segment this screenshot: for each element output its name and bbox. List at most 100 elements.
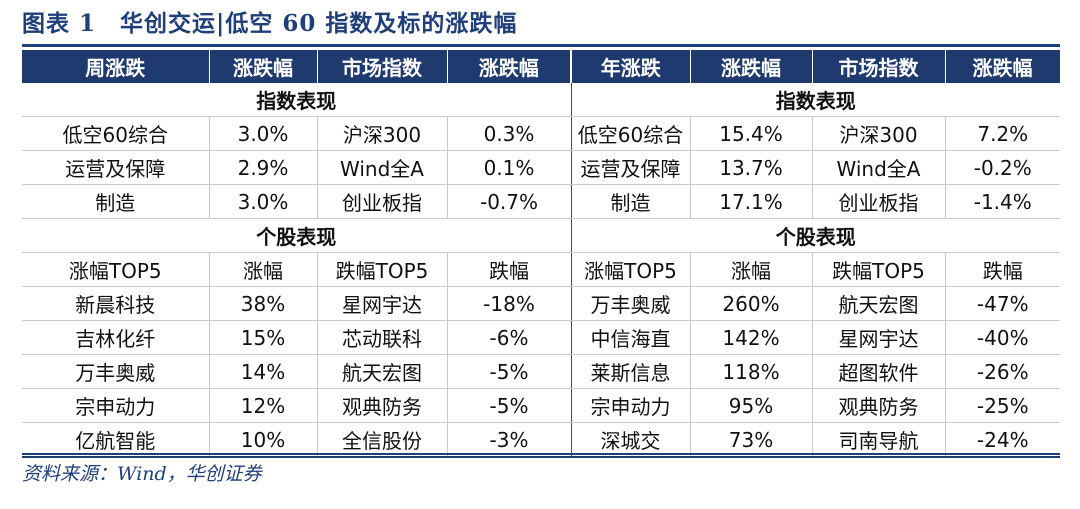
table-cell: 亿航智能 (22, 422, 210, 458)
subheader-cell: 跌幅 (447, 252, 572, 287)
table-cell: 运营及保障 (22, 150, 210, 185)
section-row-index: 指数表现 指数表现 (22, 83, 1060, 117)
table-cell: -25% (945, 388, 1060, 423)
table-cell: 创业板指 (317, 184, 448, 219)
table-cell: 莱斯信息 (571, 354, 691, 389)
subheader-cell: 涨幅TOP5 (571, 252, 691, 287)
header-row: 周涨跌 涨跌幅 市场指数 涨跌幅 年涨跌 涨跌幅 市场指数 涨跌幅 (22, 50, 1061, 83)
table-cell: Wind全A (317, 150, 448, 185)
title-rule (22, 44, 1060, 47)
table-cell: -47% (945, 286, 1060, 321)
table-cell: 12% (209, 388, 318, 423)
table-cell: 14% (209, 354, 318, 389)
subheader-cell: 跌幅 (945, 252, 1060, 287)
table-cell: -18% (447, 286, 572, 321)
table-cell: 吉林化纤 (22, 320, 210, 355)
table-cell: 万丰奥威 (571, 286, 691, 321)
table-cell: 142% (690, 320, 813, 355)
performance-table-container: 周涨跌 涨跌幅 市场指数 涨跌幅 年涨跌 涨跌幅 市场指数 涨跌幅 指数表现 指… (22, 50, 1061, 458)
table-cell: 超图软件 (812, 354, 946, 389)
table-cell: 15% (209, 320, 318, 355)
table-cell: Wind全A (812, 150, 946, 185)
table-cell: 深城交 (571, 422, 691, 458)
table-cell: 运营及保障 (571, 150, 691, 185)
source-rule (22, 453, 1060, 455)
subheader-cell: 涨幅 (209, 252, 318, 287)
table-cell: 沪深300 (317, 116, 448, 151)
table-cell: -3% (447, 422, 572, 458)
section-label-index-weekly: 指数表现 (22, 83, 572, 117)
table-cell: 260% (690, 286, 813, 321)
table-cell: 73% (690, 422, 813, 458)
table-cell: 0.1% (447, 150, 572, 185)
performance-table: 周涨跌 涨跌幅 市场指数 涨跌幅 年涨跌 涨跌幅 市场指数 涨跌幅 指数表现 指… (22, 50, 1061, 458)
table-cell: 观典防务 (317, 388, 448, 423)
section-label-index-yearly: 指数表现 (571, 83, 1060, 117)
table-cell: -5% (447, 354, 572, 389)
table-cell: -1.4% (945, 184, 1060, 219)
subheader-cell: 跌幅TOP5 (317, 252, 448, 287)
table-row: 万丰奥威 14% 航天宏图 -5% 莱斯信息 118% 超图软件 -26% (22, 354, 1060, 389)
table-cell: 3.0% (209, 116, 318, 151)
subheader-cell: 跌幅TOP5 (812, 252, 946, 287)
table-cell: -6% (447, 320, 572, 355)
table-cell: 司南导航 (812, 422, 946, 458)
header-weekly-change: 周涨跌 (22, 50, 210, 83)
table-cell: 38% (209, 286, 318, 321)
header-yearly-change: 年涨跌 (571, 50, 691, 83)
header-market-index: 市场指数 (317, 50, 448, 83)
table-cell: 新晨科技 (22, 286, 210, 321)
table-cell: 制造 (22, 184, 210, 219)
section-label-stock-weekly: 个股表现 (22, 218, 572, 253)
table-cell: 95% (690, 388, 813, 423)
table-row: 低空60综合 3.0% 沪深300 0.3% 低空60综合 15.4% 沪深30… (22, 116, 1060, 151)
section-label-stock-yearly: 个股表现 (571, 218, 1060, 253)
subheader-cell: 涨幅TOP5 (22, 252, 210, 287)
table-row: 制造 3.0% 创业板指 -0.7% 制造 17.1% 创业板指 -1.4% (22, 184, 1060, 219)
table-cell: 宗申动力 (22, 388, 210, 423)
table-cell: 制造 (571, 184, 691, 219)
table-cell: 芯动联科 (317, 320, 448, 355)
table-cell: 7.2% (945, 116, 1060, 151)
table-row: 运营及保障 2.9% Wind全A 0.1% 运营及保障 13.7% Wind全… (22, 150, 1060, 185)
table-cell: 宗申动力 (571, 388, 691, 423)
header-market-index: 市场指数 (812, 50, 946, 83)
table-cell: -26% (945, 354, 1060, 389)
table-cell: 中信海直 (571, 320, 691, 355)
header-change-pct: 涨跌幅 (447, 50, 572, 83)
table-cell: 15.4% (690, 116, 813, 151)
table-cell: 创业板指 (812, 184, 946, 219)
table-cell: 17.1% (690, 184, 813, 219)
table-cell: -0.7% (447, 184, 572, 219)
table-cell: -5% (447, 388, 572, 423)
table-cell: 0.3% (447, 116, 572, 151)
table-cell: 10% (209, 422, 318, 458)
source-note: 资料来源：Wind，华创证券 (22, 463, 262, 485)
table-cell: -0.2% (945, 150, 1060, 185)
table-cell: 沪深300 (812, 116, 946, 151)
table-row: 宗申动力 12% 观典防务 -5% 宗申动力 95% 观典防务 -25% (22, 388, 1060, 423)
table-cell: 低空60综合 (22, 116, 210, 151)
table-cell: -24% (945, 422, 1060, 458)
table-cell: 万丰奥威 (22, 354, 210, 389)
table-row: 新晨科技 38% 星网宇达 -18% 万丰奥威 260% 航天宏图 -47% (22, 286, 1060, 321)
table-row: 亿航智能 10% 全信股份 -3% 深城交 73% 司南导航 -24% (22, 422, 1060, 458)
table-cell: 13.7% (690, 150, 813, 185)
stock-subheader-row: 涨幅TOP5 涨幅 跌幅TOP5 跌幅 涨幅TOP5 涨幅 跌幅TOP5 跌幅 (22, 252, 1060, 287)
header-change-pct: 涨跌幅 (690, 50, 813, 83)
table-cell: 航天宏图 (812, 286, 946, 321)
subheader-cell: 涨幅 (690, 252, 813, 287)
table-cell: 星网宇达 (812, 320, 946, 355)
table-cell: 3.0% (209, 184, 318, 219)
table-cell: -40% (945, 320, 1060, 355)
section-row-stock: 个股表现 个股表现 (22, 218, 1060, 253)
table-cell: 低空60综合 (571, 116, 691, 151)
table-cell: 星网宇达 (317, 286, 448, 321)
figure-title: 图表 1 华创交运|低空 60 指数及标的涨跌幅 (22, 10, 518, 37)
table-cell: 118% (690, 354, 813, 389)
table-row: 吉林化纤 15% 芯动联科 -6% 中信海直 142% 星网宇达 -40% (22, 320, 1060, 355)
header-change-pct: 涨跌幅 (209, 50, 318, 83)
table-cell: 观典防务 (812, 388, 946, 423)
table-cell: 全信股份 (317, 422, 448, 458)
table-cell: 2.9% (209, 150, 318, 185)
